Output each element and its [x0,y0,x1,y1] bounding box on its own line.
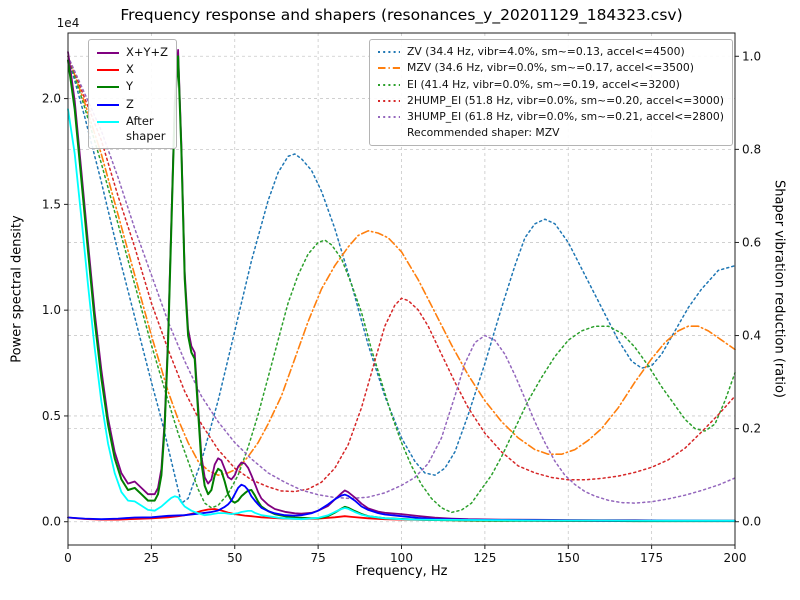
x-tick-label: 175 [640,551,663,565]
axes: 0 25 50 75 100 125 150 175 200 0.0 0.5 1.0 1.5 2.0 0.0… [42,16,761,565]
series-line-After-shaper [67,108,736,522]
right-y-tick-label: 0.4 [742,329,761,343]
legend-psd-item: X+Y+Z [96,45,168,62]
x-tick-label: 100 [390,551,413,565]
legend-shapers-label: ZV (34.4 Hz, vibr=4.0%, sm~=0.13, accel<… [407,45,685,58]
legend-psd-item: After shaper [96,114,168,144]
legend-shapers-item: 3HUMP_EI (61.8 Hz, vibr=0.0%, sm~=0.21, … [377,110,724,126]
legend-shapers-label: MZV (34.6 Hz, vibr=0.0%, sm~=0.17, accel… [407,61,694,75]
legend-psd-label: X [126,62,134,77]
legend-psd-line-swatch [96,99,120,114]
tick-marks [64,55,739,549]
legend-shapers-item: Recommended shaper: MZV [377,126,724,140]
right-y-tick-label: 0.0 [742,515,761,529]
legend-shapers-line-swatch [377,112,401,126]
legend-shapers-line-swatch [377,96,401,110]
legend-shapers-label: 3HUMP_EI (61.8 Hz, vibr=0.0%, sm~=0.21, … [407,110,724,123]
legend-shapers-line-swatch [377,63,401,77]
series-line-EI [67,55,736,514]
right-y-tick-label: 0.2 [742,422,761,436]
series-line-MZV [67,55,736,477]
legend-psd-line-swatch [96,64,120,79]
legend-psd-line-swatch [96,116,120,131]
legend-shapers-line-swatch [377,80,401,94]
legend-psd-label: X+Y+Z [126,45,169,59]
left-y-tick-label: 1.0 [42,303,61,317]
legend-psd-line-swatch [96,47,120,62]
x-tick-label: 150 [557,551,580,565]
legend-shapers-line-swatch [377,47,401,61]
legend-psd-label: Z [126,96,134,111]
x-tick-label: 200 [724,551,747,565]
x-tick-label: 125 [473,551,496,565]
legend-psd-line-swatch [96,81,120,96]
legend-psd-item: X [96,62,168,79]
series-line-ZV [67,55,736,504]
series-line-2HUMP_EI [67,55,736,493]
legend-shapers-item: ZV (34.4 Hz, vibr=4.0%, sm~=0.13, accel<… [377,45,724,61]
x-tick-label: 50 [227,551,242,565]
legend-shapers-label: Recommended shaper: MZV [407,126,560,140]
x-tick-label: 75 [310,551,325,565]
series-line-X+Y+Z [67,49,736,522]
right-y-tick-label: 1.0 [742,49,761,63]
left-y-tick-label: 2.0 [42,92,61,106]
legend-shapers-item: EI (41.4 Hz, vibr=0.0%, sm~=0.19, accel<… [377,78,724,94]
chart-title: Frequency response and shapers (resonanc… [120,6,683,24]
right-y-tick-label: 0.8 [742,142,761,156]
legend-psd-label: After shaper [126,113,166,143]
right-y-tick-label: 0.6 [742,235,761,249]
left-y-tick-label: 0.0 [42,515,61,529]
legend-shapers-label: 2HUMP_EI (51.8 Hz, vibr=0.0%, sm~=0.20, … [407,93,724,107]
legend-psd: X+Y+Z X Y Z After shaper [88,39,178,150]
series-line-3HUMP_EI [67,55,736,504]
left-y-axis-label: Power spectral density [9,215,25,363]
legend-psd-item: Z [96,97,168,114]
legend-shapers-label: EI (41.4 Hz, vibr=0.0%, sm~=0.19, accel<… [407,77,680,91]
left-y-tick-label: 1.5 [42,197,61,211]
legend-shapers-item: 2HUMP_EI (51.8 Hz, vibr=0.0%, sm~=0.20, … [377,94,724,110]
x-tick-label: 0 [64,551,72,565]
legend-shapers-item: MZV (34.6 Hz, vibr=0.0%, sm~=0.17, accel… [377,61,724,77]
x-axis-label: Frequency, Hz [355,564,448,579]
left-y-tick-label: 0.5 [42,409,61,423]
axis-multiplier-label: 1e4 [57,16,80,30]
legend-psd-label: Y [126,79,134,94]
tick-labels: 0 25 50 75 100 125 150 175 200 0.0 0.5 1.0 1.5 2.0 0.0… [42,49,761,565]
right-y-axis-label: Shaper vibration reduction (ratio) [771,180,787,398]
x-tick-label: 25 [144,551,159,565]
legend-psd-item: Y [96,79,168,96]
legend-shapers: ZV (34.4 Hz, vibr=4.0%, sm~=0.13, accel<… [369,39,733,146]
